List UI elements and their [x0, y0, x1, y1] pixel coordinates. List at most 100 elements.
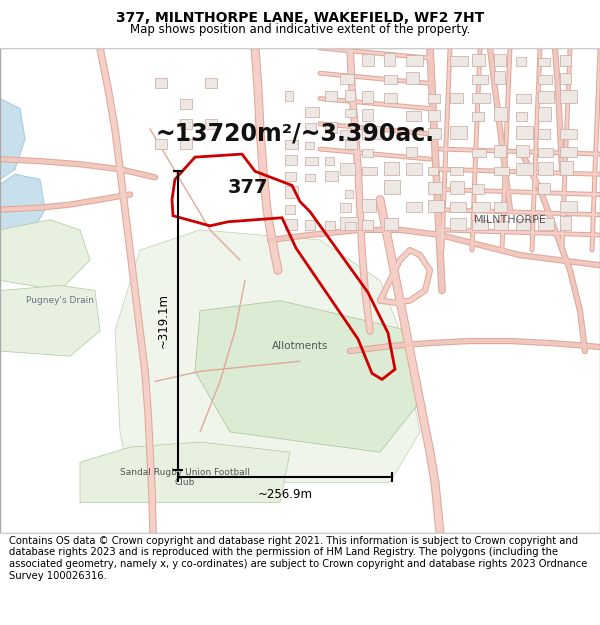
Polygon shape [155, 78, 167, 88]
Polygon shape [560, 90, 577, 103]
Polygon shape [285, 91, 293, 101]
Polygon shape [325, 171, 338, 181]
Text: Allotments: Allotments [272, 341, 328, 351]
Polygon shape [406, 55, 423, 66]
Polygon shape [325, 122, 337, 133]
Polygon shape [345, 221, 356, 230]
Text: MILNTHORPE: MILNTHORPE [473, 215, 547, 225]
Polygon shape [428, 127, 440, 139]
Polygon shape [340, 163, 355, 175]
Polygon shape [205, 119, 217, 129]
Polygon shape [406, 72, 419, 84]
Polygon shape [362, 167, 377, 175]
Polygon shape [340, 129, 356, 139]
Polygon shape [305, 220, 315, 230]
Polygon shape [362, 54, 374, 66]
Polygon shape [305, 157, 317, 165]
Polygon shape [472, 75, 488, 84]
Polygon shape [362, 91, 373, 103]
Polygon shape [0, 99, 25, 179]
Polygon shape [538, 58, 550, 66]
Polygon shape [450, 93, 463, 103]
Polygon shape [516, 144, 529, 157]
Polygon shape [494, 54, 506, 66]
Polygon shape [285, 172, 296, 181]
Polygon shape [560, 129, 577, 139]
Polygon shape [494, 167, 509, 175]
Polygon shape [472, 149, 486, 157]
Polygon shape [428, 110, 440, 121]
Text: ~13720m²/~3.390ac.: ~13720m²/~3.390ac. [155, 122, 434, 146]
Polygon shape [450, 218, 466, 230]
Polygon shape [450, 126, 467, 139]
Polygon shape [560, 55, 571, 66]
Polygon shape [406, 111, 421, 121]
Polygon shape [180, 119, 192, 129]
Polygon shape [428, 167, 438, 175]
Polygon shape [516, 163, 533, 175]
Text: ~319.1m: ~319.1m [157, 293, 170, 348]
Polygon shape [115, 230, 420, 482]
Polygon shape [494, 202, 506, 212]
Polygon shape [406, 147, 416, 157]
Polygon shape [494, 221, 508, 230]
Polygon shape [325, 158, 334, 165]
Polygon shape [345, 109, 356, 117]
Polygon shape [450, 56, 467, 66]
Polygon shape [450, 166, 463, 175]
Polygon shape [0, 220, 90, 291]
Polygon shape [384, 180, 400, 194]
Text: Contains OS data © Crown copyright and database right 2021. This information is : Contains OS data © Crown copyright and d… [9, 536, 587, 581]
Polygon shape [428, 94, 440, 102]
Polygon shape [0, 174, 45, 240]
Polygon shape [472, 202, 490, 212]
Text: Sandal Rugby Union Football
Club: Sandal Rugby Union Football Club [120, 468, 250, 487]
Polygon shape [384, 219, 398, 230]
Polygon shape [325, 221, 335, 230]
Polygon shape [384, 53, 395, 66]
Polygon shape [516, 126, 533, 139]
Polygon shape [538, 218, 554, 230]
Polygon shape [362, 199, 376, 212]
Polygon shape [538, 184, 550, 194]
Polygon shape [406, 162, 422, 175]
Polygon shape [285, 140, 298, 149]
Polygon shape [538, 107, 551, 121]
Polygon shape [494, 71, 505, 84]
Polygon shape [538, 162, 553, 175]
Polygon shape [285, 154, 297, 165]
Polygon shape [516, 94, 531, 102]
Text: 377, MILNTHORPE LANE, WAKEFIELD, WF2 7HT: 377, MILNTHORPE LANE, WAKEFIELD, WF2 7HT [116, 11, 484, 24]
Polygon shape [472, 112, 484, 121]
Polygon shape [362, 126, 380, 139]
Polygon shape [560, 201, 577, 212]
Polygon shape [428, 200, 444, 212]
Polygon shape [560, 161, 574, 175]
Polygon shape [560, 72, 571, 84]
Polygon shape [340, 202, 351, 212]
Polygon shape [450, 181, 464, 194]
Text: 377: 377 [228, 178, 268, 197]
Polygon shape [180, 139, 192, 149]
Polygon shape [538, 129, 550, 139]
Polygon shape [538, 91, 554, 103]
Polygon shape [155, 139, 167, 149]
Polygon shape [345, 139, 357, 149]
Polygon shape [516, 57, 526, 66]
Polygon shape [285, 205, 295, 214]
Polygon shape [472, 184, 484, 194]
Polygon shape [80, 442, 290, 503]
Polygon shape [538, 149, 553, 157]
Polygon shape [345, 190, 353, 198]
Polygon shape [560, 216, 571, 230]
Polygon shape [362, 109, 373, 121]
Polygon shape [340, 74, 354, 84]
Polygon shape [362, 149, 373, 157]
Polygon shape [450, 202, 466, 212]
Text: Map shows position and indicative extent of the property.: Map shows position and indicative extent… [130, 23, 470, 36]
Polygon shape [494, 145, 506, 157]
Text: ~256.9m: ~256.9m [257, 488, 313, 501]
Polygon shape [428, 182, 442, 194]
Polygon shape [472, 54, 485, 66]
Polygon shape [406, 202, 422, 212]
